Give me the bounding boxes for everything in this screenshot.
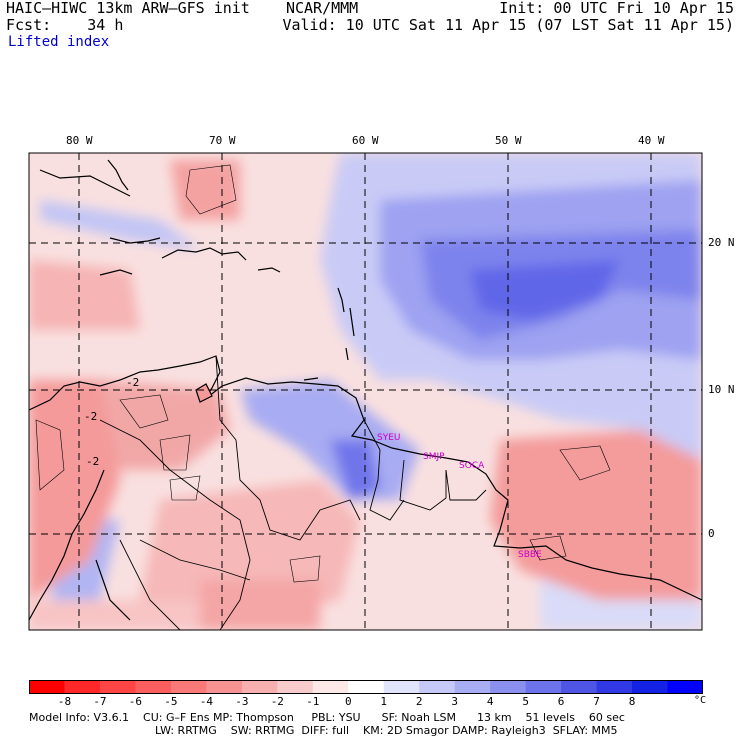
colorbar-tick: -2 <box>270 695 284 708</box>
colorbar-tick: 6 <box>557 695 565 708</box>
contour-label: -2 <box>84 410 97 423</box>
forecast-hour: Fcst: 34 h <box>6 16 124 34</box>
lon-label: 50 W <box>495 134 522 147</box>
colorbar-swatch <box>206 680 243 694</box>
colorbar-swatch <box>312 680 349 694</box>
colorbar-tick: 3 <box>451 695 458 708</box>
model-info-line2: LW: RRTMG SW: RRTMG DIFF: full KM: 2D Sm… <box>155 724 618 737</box>
colorbar-swatch <box>241 680 278 694</box>
colorbar-swatch <box>348 680 385 694</box>
field-shading <box>29 153 702 630</box>
lat-label: 0 <box>708 527 715 540</box>
station-syeu: SYEU <box>377 433 400 443</box>
field-name: Lifted index <box>8 34 110 50</box>
graticule <box>29 153 702 630</box>
station-smjp: SMJP <box>423 452 445 462</box>
colorbar-tick: -1 <box>306 695 320 708</box>
colorbar-swatch <box>454 680 491 694</box>
colorbar-tick: 0 <box>344 695 352 708</box>
plot-title: HAIC–HIWC 13km ARW–GFS init NCAR/MMM <box>6 0 359 17</box>
colorbar-swatch <box>170 680 207 694</box>
colorbar-tick: -3 <box>235 695 249 708</box>
coastlines <box>29 159 702 630</box>
init-time: Init: 00 UTC Fri 10 Apr 15 <box>499 0 734 17</box>
colorbar-tick: -7 <box>93 695 107 708</box>
colorbar-swatch <box>419 680 456 694</box>
colorbar-tick: -8 <box>57 695 72 708</box>
model-info-line1: Model Info: V3.6.1 CU: G–F Ens MP: Thomp… <box>29 711 625 724</box>
station-sbbe: SBBE <box>518 550 542 560</box>
colorbar-tick: -5 <box>164 695 178 708</box>
lat-label: 10 N <box>708 383 735 396</box>
colorbar-swatch <box>632 680 669 694</box>
colorbar-tick: 5 <box>522 695 529 708</box>
contour-label: -2 <box>126 376 139 389</box>
colorbar-swatch <box>277 680 314 694</box>
colorbar-tick: -6 <box>128 695 143 708</box>
lat-label: 20 N <box>708 236 735 249</box>
lon-label: 60 W <box>352 134 379 147</box>
colorbar-tick: 2 <box>415 695 423 708</box>
colorbar-swatch <box>29 680 65 694</box>
colorbar <box>29 680 703 694</box>
lon-label: 70 W <box>209 134 236 147</box>
colorbar-tick: 4 <box>486 695 494 708</box>
station-soca: SOCA <box>459 461 485 471</box>
lon-label: 80 W <box>66 134 93 147</box>
colorbar-swatch <box>99 680 136 694</box>
colorbar-tick: -4 <box>199 695 213 708</box>
contour-label: -2 <box>86 455 99 468</box>
lon-label: 40 W <box>638 134 665 147</box>
contours <box>35 164 611 583</box>
unit-label: °C <box>694 695 707 706</box>
colorbar-swatch <box>667 680 703 694</box>
colorbar-swatch <box>135 680 172 694</box>
colorbar-tick: 7 <box>593 695 600 708</box>
colorbar-tick: 1 <box>380 695 388 708</box>
colorbar-tick: 8 <box>628 695 636 708</box>
map-frame <box>28 152 703 631</box>
colorbar-swatch <box>525 680 562 694</box>
colorbar-swatch <box>596 680 633 694</box>
colorbar-swatch <box>64 680 101 694</box>
colorbar-swatch <box>383 680 420 694</box>
valid-time: Valid: 10 UTC Sat 11 Apr 15 (07 LST Sat … <box>282 16 734 34</box>
colorbar-swatch <box>561 680 598 694</box>
colorbar-swatch <box>490 680 527 694</box>
